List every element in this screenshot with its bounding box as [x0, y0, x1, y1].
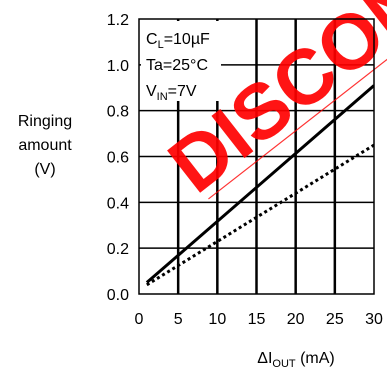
series-line-solid	[145, 84, 374, 284]
x-tick-label: 30	[365, 311, 383, 328]
x-tick-label: 5	[174, 311, 183, 328]
y-tick-label: 0.2	[107, 241, 129, 258]
y-tick-label: 1.2	[107, 12, 129, 29]
watermark-underline	[208, 0, 387, 200]
y-axis-label-line: Ringing	[18, 113, 72, 130]
y-axis-label: Ringing amount (V)	[18, 113, 72, 178]
x-axis-label: ΔIOUT (mA)	[257, 350, 334, 370]
conditions-box: CL=10µF Ta=25°C VIN=7V	[141, 21, 221, 103]
y-tick-label: 0.0	[107, 287, 129, 304]
x-tick-label: 20	[287, 311, 305, 328]
condition-line: VIN=7V	[146, 83, 197, 103]
y-tick-label: 0.4	[107, 195, 129, 212]
x-axis-label-main: I	[268, 350, 272, 367]
plot-frame	[138, 18, 375, 295]
x-axis-label-unit: (mA)	[296, 350, 335, 367]
x-axis-label-sub: OUT	[272, 358, 296, 370]
y-axis-label-line: amount	[18, 137, 72, 154]
x-tick-label: 10	[208, 311, 226, 328]
series-line-dotted	[146, 143, 374, 287]
series-lines	[145, 84, 374, 287]
x-tick-label: 15	[248, 311, 266, 328]
y-tick-label: 0.6	[107, 150, 129, 167]
y-tick-labels: 0.0 0.2 0.4 0.6 0.8 1.0 1.2	[107, 12, 129, 304]
x-tick-label: 25	[326, 311, 344, 328]
x-tick-label: 0	[135, 311, 144, 328]
y-tick-label: 1.0	[107, 58, 129, 75]
y-axis-label-line: (V)	[34, 161, 55, 178]
condition-line: Ta=25°C	[146, 57, 208, 74]
condition-line: CL=10µF	[146, 31, 210, 51]
y-tick-label: 0.8	[107, 104, 129, 121]
x-tick-labels: 0 5 10 15 20 25 30	[135, 311, 383, 328]
conditions-background	[141, 21, 221, 101]
x-axis-label-delta: Δ	[257, 350, 268, 367]
